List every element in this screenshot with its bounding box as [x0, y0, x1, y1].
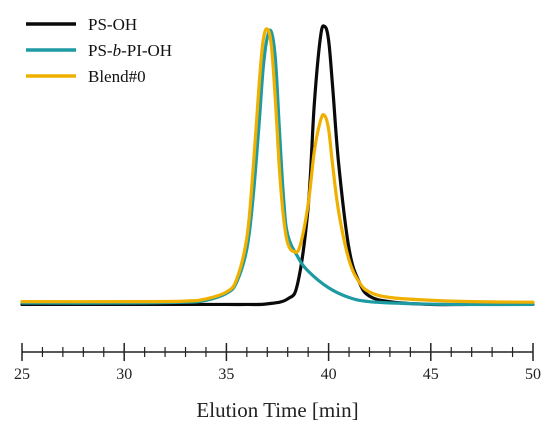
x-axis-title: Elution Time [min] [196, 398, 358, 422]
legend-label-2: Blend#0 [88, 67, 146, 86]
x-tick-label: 25 [14, 366, 30, 383]
x-tick-label: 40 [321, 366, 337, 383]
x-tick-label: 35 [218, 366, 234, 383]
series-line-0 [20, 24, 535, 307]
x-axis: 25 30 35 40 45 50 [14, 343, 541, 383]
legend-label-0: PS-OH [88, 15, 137, 34]
x-tick-label: 50 [525, 366, 541, 383]
plot-area [20, 24, 535, 307]
x-tick-label: 45 [423, 366, 439, 383]
series-line-2 [20, 27, 535, 304]
legend-label-1: PS-b-PI-OH [88, 41, 172, 60]
x-tick-label: 30 [116, 366, 132, 383]
legend: PS-OH PS-b-PI-OH Blend#0 [26, 15, 172, 86]
